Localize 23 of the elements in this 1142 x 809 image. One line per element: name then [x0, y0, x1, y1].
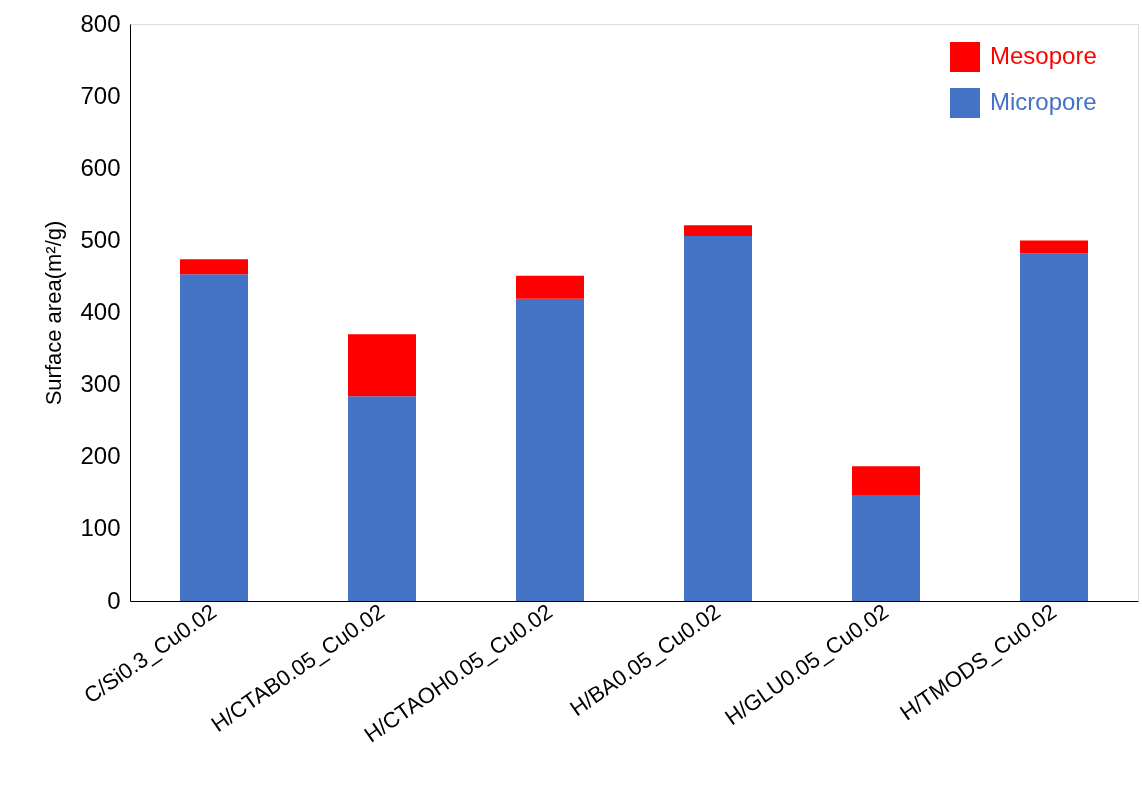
- y-tick-label: 400: [80, 298, 121, 325]
- bar: [180, 259, 248, 275]
- bar: [1020, 240, 1088, 254]
- bar: [516, 298, 584, 601]
- bar: [348, 334, 416, 397]
- y-axis-title: Surface area(m²/g): [41, 220, 67, 406]
- bar: [1020, 253, 1088, 601]
- y-tick-label: 300: [80, 370, 121, 398]
- y-tick-label: 800: [80, 9, 121, 37]
- bar: [348, 396, 416, 601]
- y-tick-label: 500: [80, 225, 121, 253]
- bar: [852, 494, 920, 601]
- bar: [684, 236, 752, 601]
- y-tick-label: 600: [80, 153, 121, 181]
- y-tick-label: 700: [80, 81, 121, 109]
- legend-label: Mesopore: [990, 42, 1097, 69]
- y-tick-label: 200: [80, 442, 121, 470]
- bar: [180, 274, 248, 601]
- bar: [852, 466, 920, 495]
- legend-label: Micropore: [990, 88, 1097, 115]
- bar: [516, 275, 584, 299]
- bar: [684, 225, 752, 237]
- y-tick-label: 100: [80, 514, 121, 542]
